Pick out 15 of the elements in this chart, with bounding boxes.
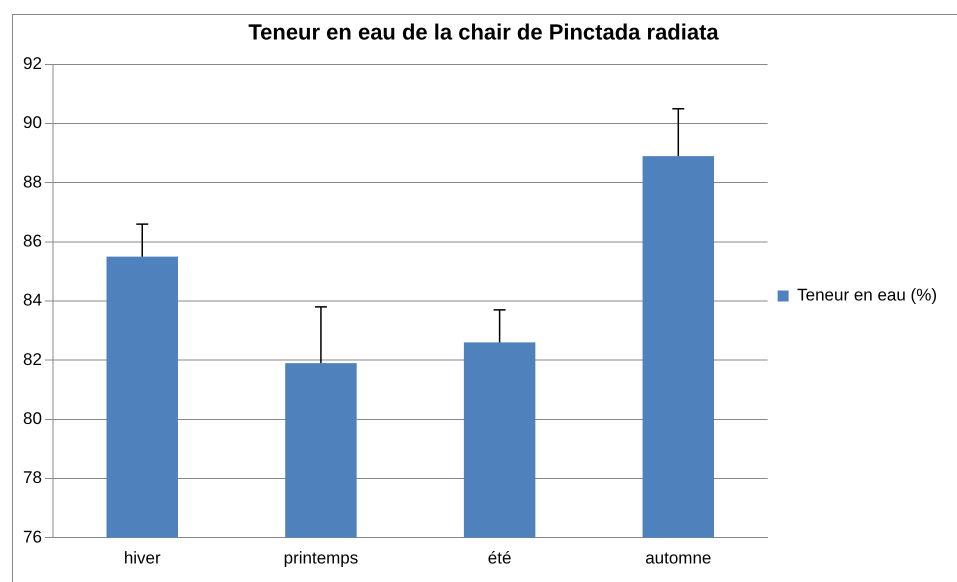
y-tick-label: 92	[22, 54, 42, 74]
x-tick-label: automne	[645, 548, 712, 568]
y-tick-label: 88	[22, 172, 42, 192]
x-tick-label: été	[488, 548, 512, 568]
y-tick-label: 80	[22, 408, 42, 428]
y-tick-label: 78	[22, 468, 42, 488]
x-tick-label: printemps	[284, 548, 358, 568]
x-tick-label: hiver	[124, 548, 162, 568]
y-tick-label: 82	[22, 350, 42, 369]
chart-title: Teneur en eau de la chair de Pinctada radiata	[248, 19, 720, 44]
legend-label: Teneur en eau (%)	[797, 286, 938, 305]
y-tick-label: 76	[22, 527, 42, 546]
y-tick-label: 86	[22, 232, 42, 251]
y-tick-label: 84	[22, 290, 42, 310]
y-tick-label: 90	[22, 113, 42, 132]
